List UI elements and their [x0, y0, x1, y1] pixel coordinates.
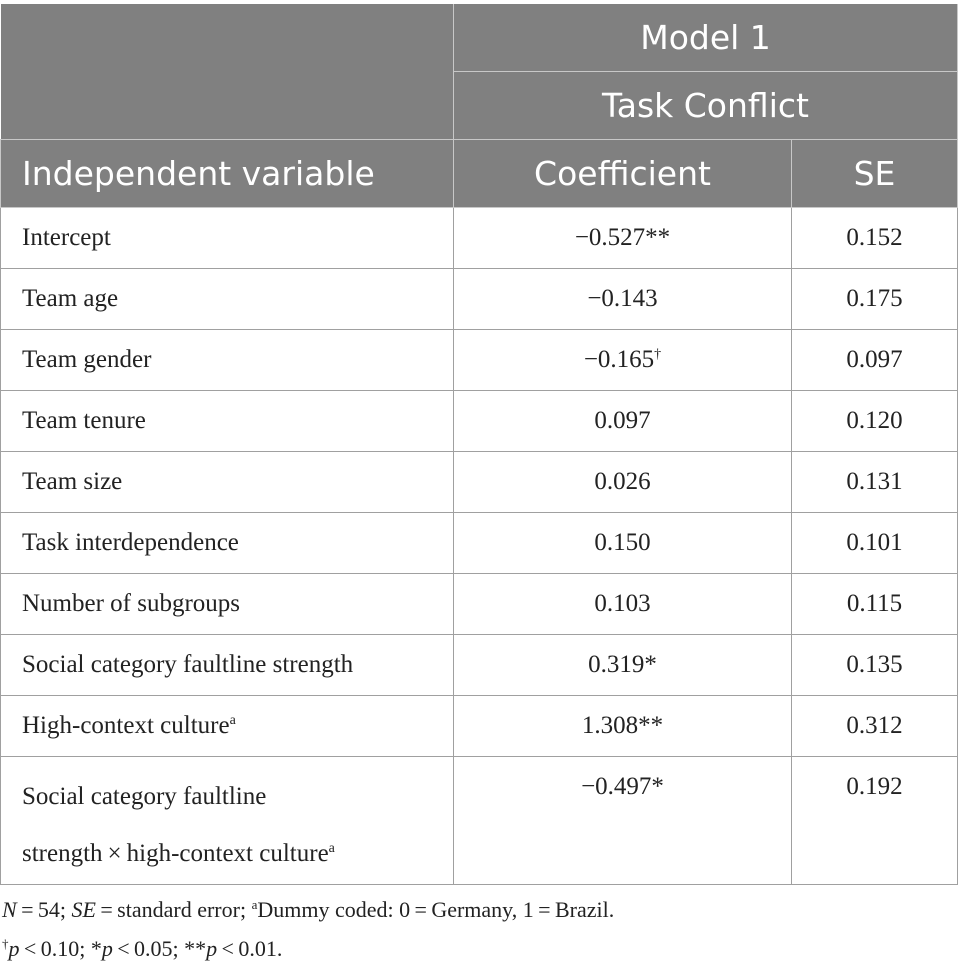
note-line-1: N = 54; SE = standard error; aDummy code…	[2, 897, 615, 922]
variable-name: Team age	[0, 268, 454, 330]
coefficient-value: −0.165†	[453, 329, 792, 391]
variable-name: Team tenure	[0, 390, 454, 452]
table-row: Task interdependence 0.150 0.101	[0, 512, 958, 574]
se-value: 0.115	[790, 573, 958, 635]
coefficient-value: −0.497*	[453, 756, 792, 885]
table-notes: N = 54; SE = standard error; aDummy code…	[2, 888, 614, 966]
column-header-variable: Independent variable	[0, 139, 454, 208]
se-value: 0.312	[790, 695, 958, 757]
variable-name: Team size	[0, 451, 454, 513]
se-value: 0.192	[790, 756, 958, 885]
variable-name: Number of subgroups	[0, 573, 454, 635]
coefficient-value: 0.026	[453, 451, 792, 513]
variable-name: Social category faultline strength	[0, 634, 454, 696]
se-value: 0.135	[790, 634, 958, 696]
table-row: High-context culturea 1.308** 0.312	[0, 695, 958, 757]
column-header-coefficient: Coefficient	[453, 139, 792, 208]
table-row: Team gender −0.165† 0.097	[0, 329, 958, 391]
table-row: Team tenure 0.097 0.120	[0, 390, 958, 452]
variable-name: Team gender	[0, 329, 454, 391]
regression-table: Model 1 Task Conflict Independent variab…	[0, 4, 958, 885]
table-row: Intercept −0.527** 0.152	[0, 207, 958, 269]
coefficient-value: −0.527**	[453, 207, 792, 269]
variable-name: High-context culturea	[0, 695, 454, 757]
header-blank-cell	[0, 4, 454, 140]
table-row: Social category faultline strength 0.319…	[0, 634, 958, 696]
coefficient-value: 0.319*	[453, 634, 792, 696]
table-row: Social category faultline strength × high…	[0, 756, 958, 885]
footnote-mark: a	[229, 713, 236, 728]
se-value: 0.175	[790, 268, 958, 330]
se-value: 0.131	[790, 451, 958, 513]
model-header: Model 1	[452, 4, 958, 72]
dependent-variable-header: Task Conflict	[452, 71, 958, 140]
variable-name: Intercept	[0, 207, 454, 269]
note-line-2: †p < 0.10; *p < 0.05; **p < 0.01.	[2, 936, 283, 961]
se-value: 0.101	[790, 512, 958, 574]
coefficient-value: 0.103	[453, 573, 792, 635]
table-row: Team size 0.026 0.131	[0, 451, 958, 513]
se-value: 0.097	[790, 329, 958, 391]
significance-mark: †	[654, 347, 662, 362]
column-header-se: SE	[790, 139, 958, 208]
coefficient-value: 0.150	[453, 512, 792, 574]
table-row: Team age −0.143 0.175	[0, 268, 958, 330]
footnote-mark: a	[328, 841, 335, 856]
coefficient-value: −0.143	[453, 268, 792, 330]
se-value: 0.152	[790, 207, 958, 269]
se-value: 0.120	[790, 390, 958, 452]
table-row: Number of subgroups 0.103 0.115	[0, 573, 958, 635]
coefficient-value: 0.097	[453, 390, 792, 452]
variable-name: Task interdependence	[0, 512, 454, 574]
coefficient-value: 1.308**	[453, 695, 792, 757]
variable-name: Social category faultline strength × high…	[0, 756, 454, 885]
